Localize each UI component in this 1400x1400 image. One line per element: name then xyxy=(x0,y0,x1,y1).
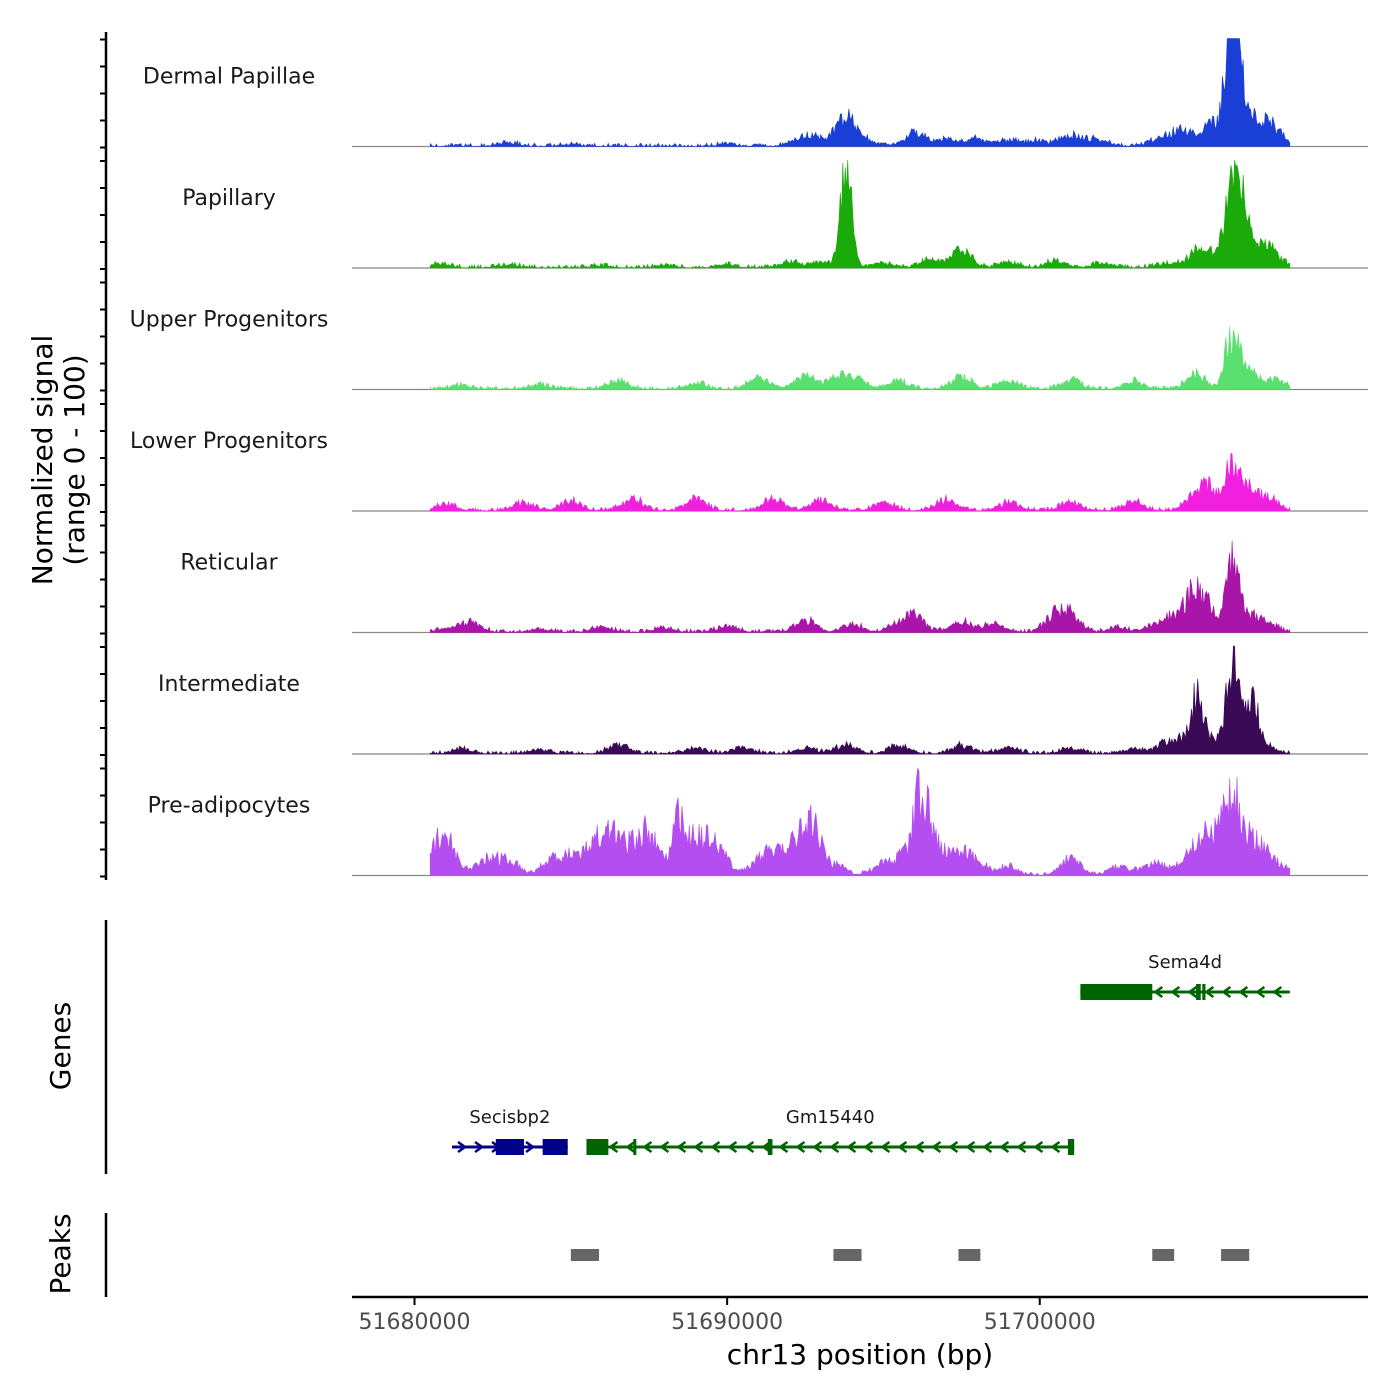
peak-region xyxy=(958,1249,981,1261)
strand-chevron xyxy=(931,1140,942,1154)
strand-chevron xyxy=(999,1140,1010,1154)
strand-chevron xyxy=(1153,985,1164,999)
gene-exon xyxy=(495,1139,524,1155)
gene-exon xyxy=(1080,984,1153,1000)
strand-chevron xyxy=(1033,1140,1044,1154)
strand-chevron xyxy=(608,1140,619,1154)
strand-chevron xyxy=(948,1140,959,1154)
strand-chevron xyxy=(795,1140,806,1154)
track-upper-progenitors: Upper Progenitors xyxy=(130,308,1368,391)
track-signal-area xyxy=(429,38,1291,148)
strand-chevron xyxy=(863,1140,874,1154)
x-tick-label: 51690000 xyxy=(671,1310,783,1335)
strand-chevron xyxy=(778,1140,789,1154)
gene-exon xyxy=(1067,1139,1075,1155)
strand-chevron xyxy=(1204,985,1215,999)
strand-chevron xyxy=(965,1140,976,1154)
strand-chevron xyxy=(525,1140,536,1154)
track-reticular: Reticular xyxy=(180,540,1368,634)
genes-panel-title: Genes xyxy=(44,1002,77,1090)
track-label: Dermal Papillae xyxy=(143,65,315,90)
gene-label: Sema4d xyxy=(1148,952,1222,973)
peak-region xyxy=(1152,1249,1175,1261)
track-label: Papillary xyxy=(182,186,276,211)
track-papillary: Papillary xyxy=(182,159,1368,269)
strand-chevron xyxy=(457,1140,468,1154)
track-signal-area xyxy=(429,452,1291,512)
track-signal-area xyxy=(429,767,1291,876)
signal-axis-title-line1: Normalized signal xyxy=(26,335,59,586)
track-lower-progenitors: Lower Progenitors xyxy=(130,429,1368,512)
strand-chevron xyxy=(1255,985,1266,999)
strand-chevron xyxy=(1050,1140,1061,1154)
gene-sema4d: Sema4d xyxy=(1080,952,1290,1000)
strand-chevron xyxy=(744,1140,755,1154)
gene-exon xyxy=(1196,984,1201,1000)
strand-chevron xyxy=(829,1140,840,1154)
track-label: Pre-adipocytes xyxy=(148,794,311,819)
track-pre-adipocytes: Pre-adipocytes xyxy=(148,767,1368,877)
peak-region xyxy=(570,1249,599,1261)
strand-chevron xyxy=(982,1140,993,1154)
signal-axis-title: Normalized signal (range 0 - 100) xyxy=(26,335,91,586)
gene-secisbp2: Secisbp2 xyxy=(452,1107,568,1155)
peaks-panel-title: Peaks xyxy=(44,1213,77,1294)
gene-exon xyxy=(633,1139,637,1155)
gene-exon xyxy=(586,1139,609,1155)
gene-label: Secisbp2 xyxy=(469,1107,550,1128)
track-signal-area xyxy=(429,645,1291,755)
signal-axis-title-line2: (range 0 - 100) xyxy=(58,354,91,565)
strand-chevron xyxy=(1016,1140,1027,1154)
gene-exon xyxy=(1202,984,1206,1000)
strand-chevron xyxy=(914,1140,925,1154)
gene-exon xyxy=(542,1139,568,1155)
strand-chevron xyxy=(625,1140,636,1154)
strand-chevron xyxy=(880,1140,891,1154)
x-axis-title: chr13 position (bp) xyxy=(727,1338,993,1371)
strand-chevron xyxy=(727,1140,738,1154)
track-signal-area xyxy=(429,159,1291,269)
track-dermal-papillae: Dermal Papillae xyxy=(143,38,1368,148)
strand-chevron xyxy=(812,1140,823,1154)
strand-chevron xyxy=(846,1140,857,1154)
strand-chevron xyxy=(1221,985,1232,999)
peaks-panel: Peaks xyxy=(44,1213,1250,1297)
signal-y-axis xyxy=(100,32,108,880)
strand-chevron xyxy=(710,1140,721,1154)
x-tick-label: 51700000 xyxy=(984,1310,1096,1335)
strand-chevron xyxy=(659,1140,670,1154)
x-tick-label: 51680000 xyxy=(359,1310,471,1335)
strand-chevron xyxy=(897,1140,908,1154)
track-label: Upper Progenitors xyxy=(130,308,329,333)
gene-exon xyxy=(767,1139,773,1155)
strand-chevron xyxy=(1187,985,1198,999)
strand-chevron xyxy=(1238,985,1249,999)
strand-chevron xyxy=(1272,985,1283,999)
peak-region xyxy=(833,1249,862,1261)
track-signal-area xyxy=(429,540,1291,634)
signal-tracks: Dermal Papillae Papillary Upper Progenitor… xyxy=(130,38,1368,877)
track-label: Reticular xyxy=(180,551,278,576)
peak-region xyxy=(1221,1249,1250,1261)
gene-gm15440: Gm15440 xyxy=(586,1107,1075,1155)
strand-chevron xyxy=(642,1140,653,1154)
strand-chevron xyxy=(1170,985,1181,999)
track-intermediate: Intermediate xyxy=(158,645,1368,755)
strand-chevron xyxy=(474,1140,485,1154)
track-label: Lower Progenitors xyxy=(130,429,328,454)
gene-label: Gm15440 xyxy=(786,1107,875,1128)
genes-panel: Genes Sema4d Secisbp2 Gm15440 xyxy=(44,920,1290,1174)
track-label: Intermediate xyxy=(158,672,300,697)
strand-chevron xyxy=(676,1140,687,1154)
strand-chevron xyxy=(693,1140,704,1154)
x-axis: chr13 position (bp) 51680000 51690000 5170… xyxy=(352,1295,1368,1371)
track-signal-area xyxy=(429,326,1291,391)
